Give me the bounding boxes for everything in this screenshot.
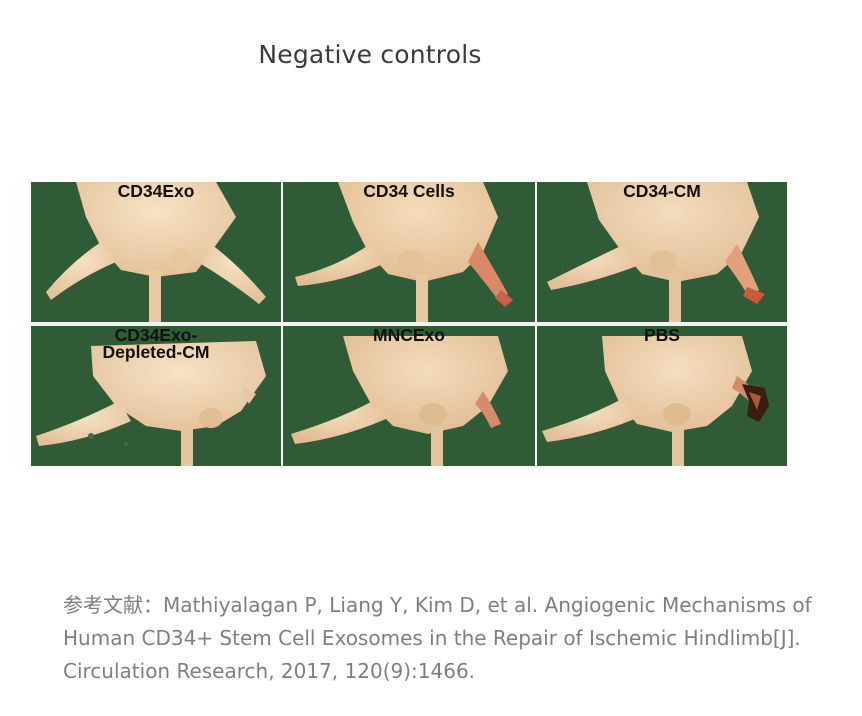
slide-title: Negative controls: [258, 40, 482, 69]
figure-grid: CD34Exo CD34 Cells: [31, 182, 787, 466]
panel-label: PBS: [644, 326, 680, 345]
citation-text: Mathiyalagan P, Liang Y, Kim D, et al. A…: [63, 593, 812, 683]
figure-panel-cd34exo-depleted-cm: CD34Exo- Depleted-CM: [31, 326, 281, 466]
figure-panel-pbs: PBS: [537, 326, 787, 466]
figure-panel-cd34-cm: CD34-CM: [537, 182, 787, 322]
mouse-hindlimb-image: [542, 336, 769, 466]
panel-label: CD34-CM: [623, 182, 701, 201]
figure-panel-mncexo: MNCExo: [283, 326, 535, 466]
mouse-hindlimb-image: [547, 182, 765, 322]
figure-panel-cd34-cells: CD34 Cells: [283, 182, 535, 322]
mouse-hindlimb-image: [36, 341, 266, 466]
citation: 参考文献：Mathiyalagan P, Liang Y, Kim D, et …: [63, 589, 823, 688]
figure-panel-cd34exo: CD34Exo: [31, 182, 281, 322]
citation-prefix: 参考文献：: [63, 593, 163, 617]
panel-label: CD34 Cells: [363, 182, 455, 201]
mouse-hindlimb-image: [295, 182, 513, 322]
panel-label: CD34Exo: [117, 182, 195, 201]
mouse-hindlimb-image: [291, 336, 508, 466]
panel-label: CD34Exo- Depleted-CM: [102, 326, 210, 362]
mouse-hindlimb-image: [46, 182, 266, 322]
panel-label: MNCExo: [373, 326, 445, 345]
